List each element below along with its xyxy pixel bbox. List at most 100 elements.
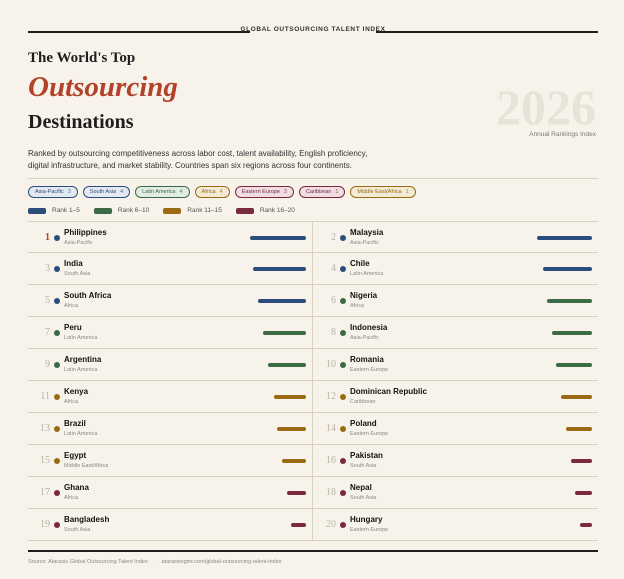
ranking-item[interactable]: 10 Romania Eastern Europe [314,349,598,380]
legend-label: Rank 1–5 [52,207,80,214]
region-chip[interactable]: Latin America 4 [135,186,190,198]
ranking-item[interactable]: 1 Philippines Asia-Pacific [28,222,312,253]
ranking-item[interactable]: 3 India South Asia [28,253,312,284]
ranking-item[interactable]: 12 Dominican Republic Caribbean [314,381,598,412]
ranking-item[interactable]: 4 Chile Latin America [314,253,598,284]
region-dot-icon [340,235,346,241]
region-dot-icon [340,522,346,528]
country-region: South Asia [64,527,91,533]
score-bar [277,427,306,431]
country-region: South Asia [350,463,377,469]
footer-url[interactable]: atarasisvgmt.com/global-outsourcing-tale… [161,559,282,565]
region-chip-label: Middle East/Africa [357,189,402,195]
score-bar [547,299,592,303]
region-chip[interactable]: South Asia 4 [82,186,131,198]
year-subtitle: Annual Rankings Index [529,131,596,138]
score-bar [274,395,306,399]
region-chip[interactable]: Caribbean 1 [298,186,346,198]
ranking-item[interactable]: 8 Indonesia Asia-Pacific [314,317,598,348]
ranking-item[interactable]: 11 Kenya Africa [28,381,312,412]
country-name: Peru [64,323,82,332]
country-region: Africa [64,399,79,405]
ranking-item[interactable]: 19 Bangladesh South Asia [28,509,312,540]
region-chip[interactable]: Eastern Europe 3 [234,186,294,198]
eyebrow-text: GLOBAL OUTSOURCING TALENT INDEX [240,26,386,33]
rank-number: 10 [326,359,336,370]
country-name: Dominican Republic [350,387,427,396]
rankings-table: 1 Philippines Asia-Pacific 2 Malaysia Asia-Pa… [28,221,598,541]
region-chip-count: 4 [219,189,223,195]
legend-swatch [235,207,254,214]
region-chip[interactable]: Asia-Pacific 3 [28,186,78,198]
score-bar [537,236,592,240]
table-row: 19 Bangladesh South Asia 20 Hungary Eastern E… [28,509,598,541]
legend-swatch [93,207,112,214]
region-dot-icon [340,458,346,464]
score-bar [552,331,592,335]
region-chip-count: 3 [67,189,71,195]
region-chips: Asia-Pacific 3 South Asia 4 Latin America 4 Af… [28,186,416,198]
country-name: Romania [350,355,384,364]
rank-number: 18 [326,487,336,498]
bottom-rule [28,550,598,552]
rank-number: 13 [40,423,50,434]
rank-number: 15 [40,455,50,466]
region-dot-icon [340,266,346,272]
region-dot-icon [54,235,60,241]
country-name: Poland [350,419,377,428]
region-dot-icon [54,490,60,496]
table-row: 5 South Africa Africa 6 Nigeria Africa [28,285,598,317]
eyebrow-rule-right [376,31,598,33]
score-bar [543,267,592,271]
country-region: Eastern Europe [350,367,389,373]
country-region: South Asia [64,271,91,277]
country-region: Eastern Europe [350,431,389,437]
legend-label: Rank 6–10 [117,207,150,214]
country-region: Latin America [64,335,98,341]
title-line-3: Destinations [28,111,134,133]
table-row: 1 Philippines Asia-Pacific 2 Malaysia Asia-Pa… [28,221,598,253]
rank-number: 14 [326,423,336,434]
score-bar [575,491,592,495]
country-region: Asia-Pacific [64,240,93,246]
region-chip[interactable]: Africa 4 [194,186,230,198]
legend-label: Rank 16–20 [259,207,295,214]
region-dot-icon [340,330,346,336]
ranking-item[interactable]: 6 Nigeria Africa [314,285,598,316]
rank-number: 8 [331,327,336,338]
region-dot-icon [54,330,60,336]
legend-item: Rank 16–20 [235,207,295,214]
ranking-item[interactable]: 14 Poland Eastern Europe [314,413,598,444]
score-bar [258,299,306,303]
region-dot-icon [340,394,346,400]
country-region: Africa [64,303,79,309]
ranking-item[interactable]: 13 Brazil Latin America [28,413,312,444]
footer-source: Source: Atarasis Global Outsourcing Tale… [28,559,148,565]
ranking-item[interactable]: 18 Nepal South Asia [314,477,598,508]
region-chip[interactable]: Middle East/Africa 1 [350,186,416,198]
footer: Source: Atarasis Global Outsourcing Tale… [28,559,281,565]
score-bar [250,236,306,240]
score-bar [263,331,306,335]
ranking-item[interactable]: 7 Peru Latin America [28,317,312,348]
title-line-2: Outsourcing [28,71,178,103]
ranking-item[interactable]: 16 Pakistan South Asia [314,445,598,476]
legend-swatch [28,207,46,214]
region-dot-icon [340,426,346,432]
ranking-item[interactable]: 9 Argentina Latin America [28,349,312,380]
score-bar [580,523,592,527]
rank-number: 7 [45,327,50,338]
ranking-item[interactable]: 20 Hungary Eastern Europe [314,509,598,540]
country-name: Bangladesh [64,515,110,524]
score-bar [556,363,592,367]
region-chip-count: 4 [120,189,124,195]
country-name: Indonesia [350,323,388,332]
ranking-item[interactable]: 5 South Africa Africa [28,285,312,316]
legend-item: Rank 6–10 [93,207,150,214]
rank-number: 2 [331,232,336,243]
country-name: India [64,259,83,268]
table-row: 13 Brazil Latin America 14 Poland Eastern Eur… [28,413,598,445]
ranking-item[interactable]: 15 Egypt Middle East/Africa [28,445,312,476]
ranking-item[interactable]: 17 Ghana Africa [28,477,312,508]
ranking-item[interactable]: 2 Malaysia Asia-Pacific [314,222,598,253]
